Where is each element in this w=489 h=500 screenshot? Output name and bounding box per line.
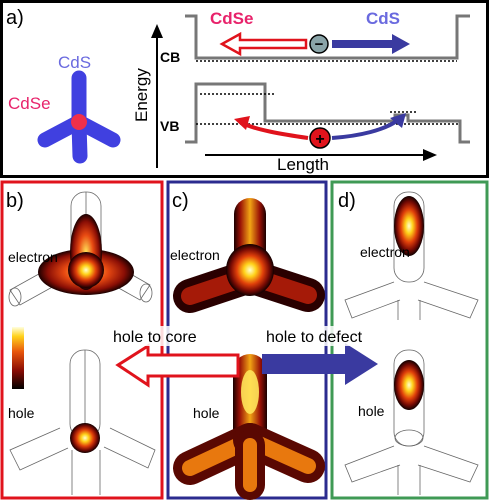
panel-b-electron-density	[38, 214, 134, 295]
hole-to-defect-label: hole to defect	[266, 329, 363, 346]
cdse-core	[71, 114, 87, 130]
electron-sign: −	[315, 36, 324, 53]
panel-b-electron-label: electron	[8, 249, 58, 265]
cdse-title: CdSe	[210, 9, 253, 28]
panel-d-hole-wireframe	[344, 349, 479, 495]
hole-to-core-label-bg	[110, 326, 214, 346]
panel-c-hole-density	[173, 354, 325, 500]
panel-b-tag: b)	[6, 190, 24, 212]
hole-sign: +	[315, 131, 324, 148]
electron-left-arrow	[219, 31, 308, 57]
panel-b-hole-label: hole	[8, 405, 35, 421]
hole-to-core-arrow	[115, 343, 240, 388]
hole-right-arrowhead	[390, 113, 406, 128]
hole-left-arrowhead	[234, 116, 250, 130]
cds-title: CdS	[366, 9, 400, 28]
panel-c-electron-density	[173, 198, 325, 313]
length-arrowhead	[423, 149, 437, 161]
electron-icon	[309, 34, 329, 54]
hole-to-core-label: hole to core	[113, 329, 197, 346]
panel-b-hole-wireframe	[9, 349, 156, 495]
length-label: Length	[277, 155, 329, 174]
panel-d-hole-density	[394, 360, 424, 410]
panel-c-hole-label: hole	[193, 405, 220, 421]
hole-icon	[309, 127, 331, 149]
panel-c-tag: c)	[172, 190, 189, 212]
vb-label: VB	[160, 118, 179, 134]
hole-right-arrow	[331, 118, 400, 140]
panel-d-hole-label: hole	[358, 403, 385, 419]
tetrapod-icon	[37, 70, 121, 164]
panel-b-hole-density	[70, 423, 100, 453]
energy-arrowhead	[151, 24, 163, 38]
panel-a-tag: a)	[6, 7, 24, 29]
hole-to-defect-arrow	[262, 343, 378, 385]
panel-d-electron-density	[394, 196, 424, 256]
energy-label: Energy	[132, 68, 151, 122]
hole-left-arrow	[243, 122, 309, 140]
color-scale-bar	[12, 327, 24, 389]
hole-to-defect-label-bg	[262, 326, 386, 346]
conduction-band	[185, 14, 470, 60]
panel-d-electron-wireframe	[344, 191, 479, 320]
panel-d-tag: d)	[338, 190, 356, 212]
electron-right-arrow	[332, 34, 410, 54]
cb-label: CB	[160, 49, 180, 65]
tetrapod-cds-label: CdS	[58, 53, 91, 72]
panel-c-electron-label: electron	[170, 247, 220, 263]
tetrapod-cdse-label: CdSe	[8, 94, 51, 113]
panel-d-electron-label: electron	[360, 244, 410, 260]
